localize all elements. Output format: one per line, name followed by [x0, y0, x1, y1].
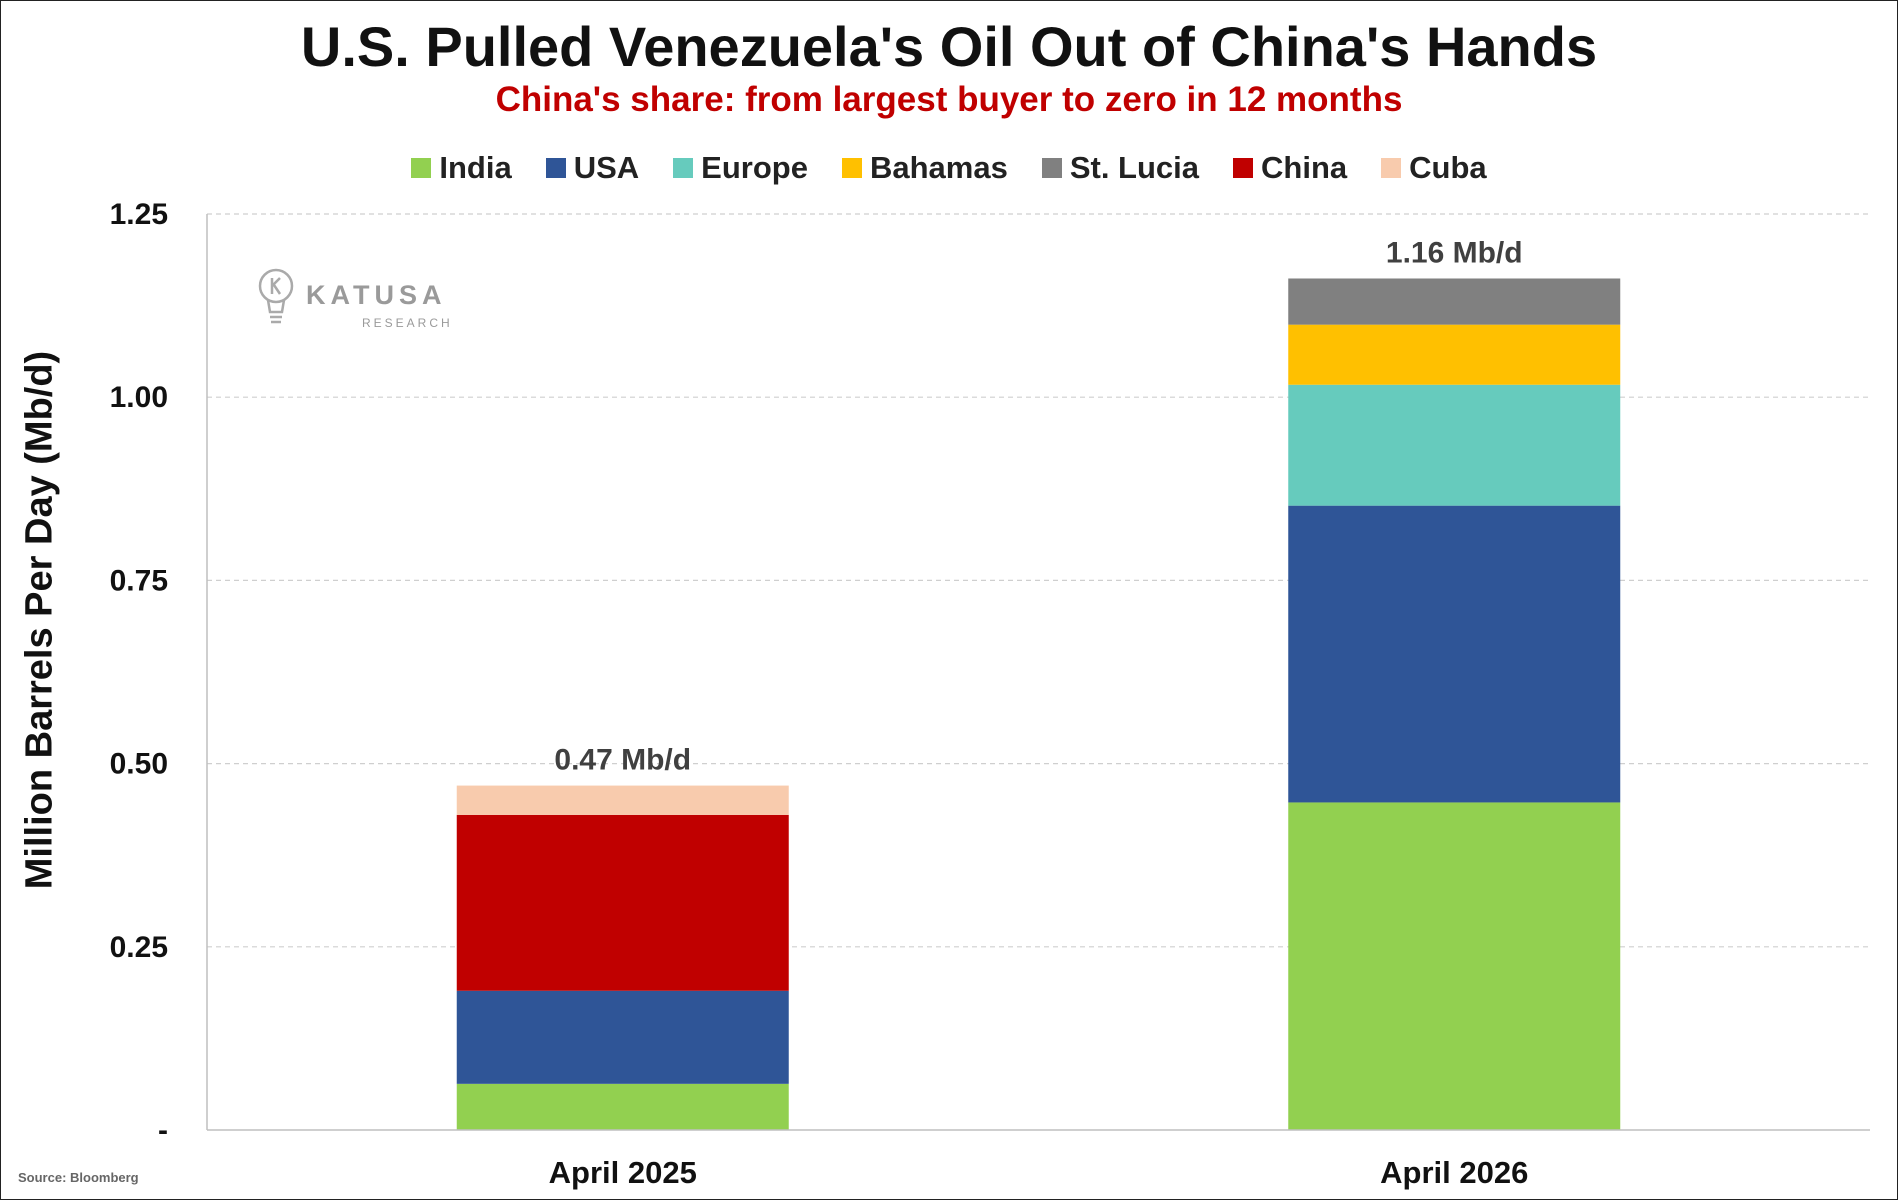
x-tick-label: April 2026: [1380, 1155, 1528, 1190]
legend-label: Bahamas: [869, 150, 1008, 185]
legend-swatch: [1233, 158, 1254, 178]
y-tick-label: 0.50: [110, 748, 168, 781]
lightbulb-icon: [258, 268, 294, 324]
bar-total-label: 0.47 Mb/d: [554, 744, 691, 777]
bar-segment-china: [456, 814, 789, 991]
legend-swatch: [1381, 158, 1402, 178]
legend-label: Europe: [701, 150, 808, 185]
legend-label: St. Lucia: [1069, 150, 1200, 185]
legend-swatch: [545, 158, 566, 178]
legend: India USA Europe Bahamas St. Lucia China Cuba: [0, 150, 1898, 186]
bar-total-label: 1.16 Mb/d: [1386, 236, 1523, 269]
legend-item: China: [1233, 150, 1347, 186]
bar-segment-cuba: [456, 785, 789, 815]
legend-swatch: [1041, 158, 1062, 178]
legend-item: Bahamas: [841, 150, 1008, 186]
legend-swatch: [411, 158, 432, 178]
x-tick-label: April 2025: [549, 1155, 697, 1190]
y-tick-label: 1.00: [110, 381, 168, 414]
katusa-logo: KATUSA RESEARCH: [258, 268, 453, 330]
legend-label: Cuba: [1409, 150, 1487, 185]
chart-title: U.S. Pulled Venezuela's Oil Out of China…: [300, 15, 1598, 78]
legend-item: Cuba: [1381, 150, 1487, 186]
legend-item: Europe: [673, 150, 808, 186]
bar-segment-europe: [1288, 384, 1621, 506]
bar-segment-usa: [456, 990, 789, 1084]
bar-segment-usa: [1288, 505, 1621, 803]
legend-swatch: [841, 158, 862, 178]
logo-name: KATUSA: [306, 280, 447, 310]
legend-item: USA: [545, 150, 640, 186]
bar-segment-st-lucia: [1288, 278, 1621, 325]
legend-label: USA: [573, 150, 640, 185]
legend-swatch: [673, 158, 694, 178]
bar-segment-india: [1288, 802, 1621, 1130]
chart-subtitle: China's share: from largest buyer to zer…: [495, 80, 1403, 119]
bar-segment-bahamas: [1288, 324, 1621, 385]
y-tick-label: 0.75: [110, 564, 168, 597]
legend-label: China: [1261, 150, 1348, 185]
logo-tagline: RESEARCH: [362, 316, 453, 330]
legend-item: St. Lucia: [1041, 150, 1200, 186]
legend-label: India: [439, 150, 512, 185]
source-note: Source: Bloomberg: [18, 1170, 139, 1185]
y-tick-label: -: [158, 1114, 168, 1147]
legend-item: India: [411, 150, 512, 186]
y-tick-label: 1.25: [110, 198, 168, 231]
bar-segment-india: [456, 1083, 789, 1130]
y-tick-label: 0.25: [110, 931, 168, 964]
